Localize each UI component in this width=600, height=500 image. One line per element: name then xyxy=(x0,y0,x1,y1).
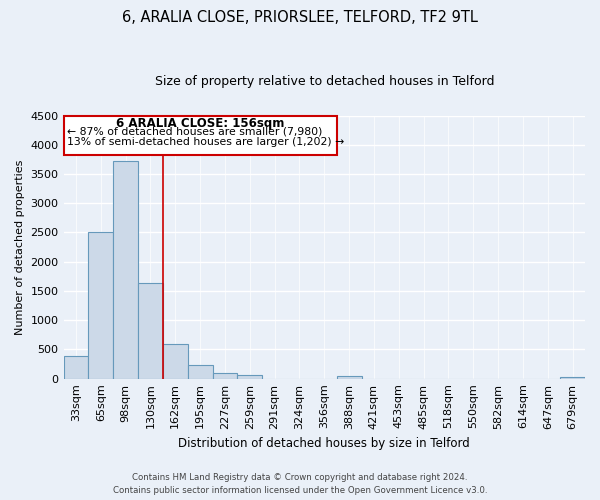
Y-axis label: Number of detached properties: Number of detached properties xyxy=(15,160,25,335)
Bar xyxy=(138,283,163,378)
X-axis label: Distribution of detached houses by size in Telford: Distribution of detached houses by size … xyxy=(178,437,470,450)
Title: Size of property relative to detached houses in Telford: Size of property relative to detached ho… xyxy=(155,75,494,88)
Bar xyxy=(64,356,88,378)
Bar xyxy=(64,116,337,156)
Text: 6 ARALIA CLOSE: 156sqm: 6 ARALIA CLOSE: 156sqm xyxy=(116,118,284,130)
Bar xyxy=(113,161,138,378)
Bar xyxy=(337,376,362,378)
Text: 6, ARALIA CLOSE, PRIORSLEE, TELFORD, TF2 9TL: 6, ARALIA CLOSE, PRIORSLEE, TELFORD, TF2… xyxy=(122,10,478,25)
Bar xyxy=(88,232,113,378)
Bar xyxy=(163,344,188,378)
Bar xyxy=(560,377,585,378)
Text: Contains HM Land Registry data © Crown copyright and database right 2024.
Contai: Contains HM Land Registry data © Crown c… xyxy=(113,474,487,495)
Bar xyxy=(188,364,212,378)
Bar xyxy=(212,373,238,378)
Text: 13% of semi-detached houses are larger (1,202) →: 13% of semi-detached houses are larger (… xyxy=(67,137,344,147)
Bar xyxy=(238,376,262,378)
Text: ← 87% of detached houses are smaller (7,980): ← 87% of detached houses are smaller (7,… xyxy=(67,126,323,136)
